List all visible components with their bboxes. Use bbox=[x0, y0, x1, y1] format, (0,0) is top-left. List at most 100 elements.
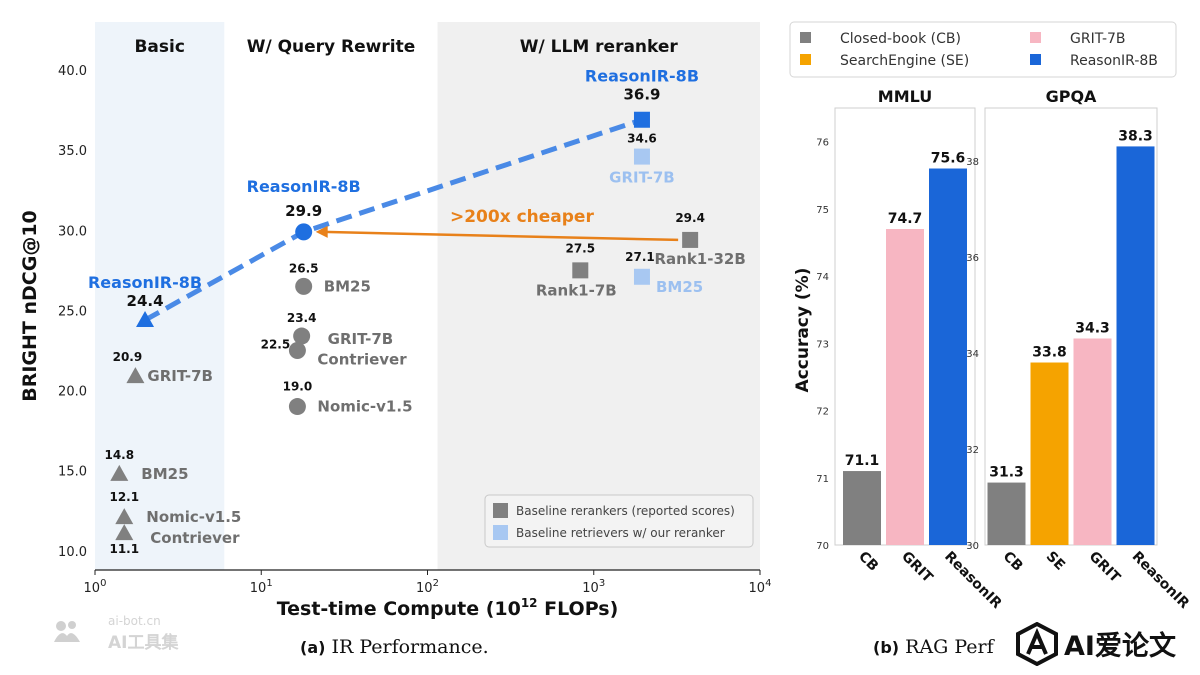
legend-label: Closed-book (CB) bbox=[840, 31, 961, 47]
x-tick-label: 101 bbox=[250, 578, 273, 596]
legend-swatch bbox=[800, 32, 811, 43]
watermark-logo-icon bbox=[52, 616, 80, 642]
point-value-label: 36.9 bbox=[623, 86, 660, 104]
legend-box bbox=[484, 494, 754, 548]
y-tick-label: 36 bbox=[966, 253, 979, 264]
bar bbox=[1030, 362, 1069, 545]
caption-a: (a) IR Performance. bbox=[300, 636, 489, 658]
point-name-label: BM25 bbox=[324, 277, 371, 295]
region-bg bbox=[437, 22, 760, 570]
legend-box bbox=[789, 21, 1177, 78]
point-marker bbox=[115, 524, 134, 541]
legend-label: Baseline rerankers (reported scores) bbox=[516, 504, 735, 518]
point-value-label: 22.5 bbox=[261, 337, 291, 351]
region-label: W/ Query Rewrite bbox=[247, 37, 416, 57]
bar-value-label: 33.8 bbox=[1032, 345, 1067, 361]
point-value-label: 14.8 bbox=[104, 448, 134, 462]
watermark-right: AI爱论文 bbox=[1010, 618, 1190, 667]
point-value-label: 20.9 bbox=[113, 350, 143, 364]
point-name-label: Rank1-32B bbox=[654, 250, 745, 268]
x-tick-label: GRIT bbox=[1086, 549, 1124, 587]
point-marker bbox=[288, 398, 306, 416]
bar-value-label: 75.6 bbox=[931, 151, 966, 167]
x-tick-label: ReasonIR bbox=[941, 549, 1005, 613]
x-tick-label: ReasonIR bbox=[1129, 549, 1193, 613]
point-marker bbox=[682, 231, 699, 248]
x-tick-label: 102 bbox=[416, 578, 439, 596]
y-tick-label: 25.0 bbox=[58, 304, 87, 319]
y-tick-label: 38 bbox=[966, 157, 979, 168]
y-tick-label: 70 bbox=[816, 541, 829, 552]
region-label: W/ LLM reranker bbox=[520, 37, 679, 57]
bar-value-label: 31.3 bbox=[989, 465, 1024, 481]
point-name-label: GRIT-7B bbox=[328, 330, 394, 348]
point-marker bbox=[572, 262, 589, 279]
legend-label: GRIT-7B bbox=[1070, 31, 1126, 47]
point-name-label: Rank1-7B bbox=[536, 281, 617, 299]
caption-a-prefix: (a) bbox=[300, 638, 326, 657]
point-marker bbox=[295, 223, 313, 241]
y-tick-label: 32 bbox=[966, 445, 979, 456]
x-axis-title: Test-time Compute (1012 FLOPs) bbox=[277, 596, 619, 620]
point-name-label: GRIT-7B bbox=[147, 367, 213, 385]
cheaper-annotation: >200x cheaper bbox=[450, 207, 594, 227]
point-marker bbox=[126, 367, 145, 384]
y-axis-title: BRIGHT nDCG@10 bbox=[19, 210, 41, 402]
point-marker bbox=[293, 327, 311, 345]
point-value-label: 24.4 bbox=[127, 292, 164, 310]
point-value-label: 27.1 bbox=[625, 250, 655, 264]
x-tick-label: 104 bbox=[749, 578, 772, 596]
y-tick-label: 10.0 bbox=[58, 545, 87, 560]
point-value-label: 27.5 bbox=[565, 241, 595, 255]
bar bbox=[843, 471, 881, 545]
bar bbox=[1073, 338, 1112, 545]
x-tick-label: SE bbox=[1043, 549, 1068, 574]
point-marker bbox=[633, 111, 650, 128]
point-value-label: 19.0 bbox=[283, 380, 313, 394]
point-value-label: 23.4 bbox=[287, 311, 317, 325]
y-tick-label: 72 bbox=[816, 407, 829, 418]
point-name-label: BM25 bbox=[656, 278, 703, 296]
cheaper-arrow-head bbox=[315, 225, 328, 238]
point-value-label: 29.4 bbox=[675, 211, 705, 225]
point-name-label: ReasonIR-8B bbox=[247, 177, 361, 196]
caption-b-prefix: (b) bbox=[873, 638, 900, 657]
point-marker bbox=[136, 311, 155, 328]
point-marker bbox=[633, 268, 650, 285]
point-name-label: Contriever bbox=[150, 529, 240, 547]
point-name-label: Nomic-v1.5 bbox=[146, 508, 241, 526]
legend-swatch bbox=[493, 503, 508, 518]
bar-value-label: 38.3 bbox=[1118, 128, 1153, 144]
y-tick-label: 34 bbox=[966, 349, 979, 360]
point-name-label: ReasonIR-8B bbox=[585, 67, 699, 86]
watermark-right-logo-icon bbox=[1016, 621, 1058, 670]
point-name-label: BM25 bbox=[141, 465, 188, 483]
bar bbox=[929, 168, 967, 545]
y-tick-label: 30 bbox=[966, 541, 979, 552]
y-tick-label: 35.0 bbox=[58, 144, 87, 159]
legend-label: Baseline retrievers w/ our reranker bbox=[516, 526, 725, 540]
caption-b: (b) RAG Perf bbox=[873, 636, 994, 658]
point-name-label: ReasonIR-8B bbox=[88, 273, 202, 292]
y-tick-label: 75 bbox=[816, 205, 829, 216]
y-tick-label: 15.0 bbox=[58, 465, 87, 480]
legend-swatch bbox=[1030, 54, 1041, 65]
caption-a-text: IR Performance. bbox=[331, 636, 489, 658]
y-tick-label: 76 bbox=[816, 138, 829, 149]
y-axis-title: Accuracy (%) bbox=[793, 268, 813, 393]
point-name-label: Nomic-v1.5 bbox=[317, 398, 412, 416]
watermark-left-top: ai-bot.cn bbox=[108, 614, 161, 628]
y-tick-label: 30.0 bbox=[58, 224, 87, 239]
cheaper-arrow-shaft bbox=[323, 230, 679, 242]
y-tick-label: 40.0 bbox=[58, 64, 87, 79]
bar-value-label: 71.1 bbox=[845, 453, 880, 469]
watermark-right-text: AI爱论文 bbox=[1064, 631, 1176, 662]
x-tick-label: 100 bbox=[84, 578, 107, 596]
watermark-left-bottom: AI工具集 bbox=[108, 633, 179, 653]
point-marker bbox=[633, 148, 650, 165]
x-tick-label: CB bbox=[855, 549, 881, 575]
legend-label: ReasonIR-8B bbox=[1070, 53, 1158, 69]
point-value-label: 34.6 bbox=[627, 132, 657, 146]
bar-value-label: 74.7 bbox=[888, 211, 923, 227]
